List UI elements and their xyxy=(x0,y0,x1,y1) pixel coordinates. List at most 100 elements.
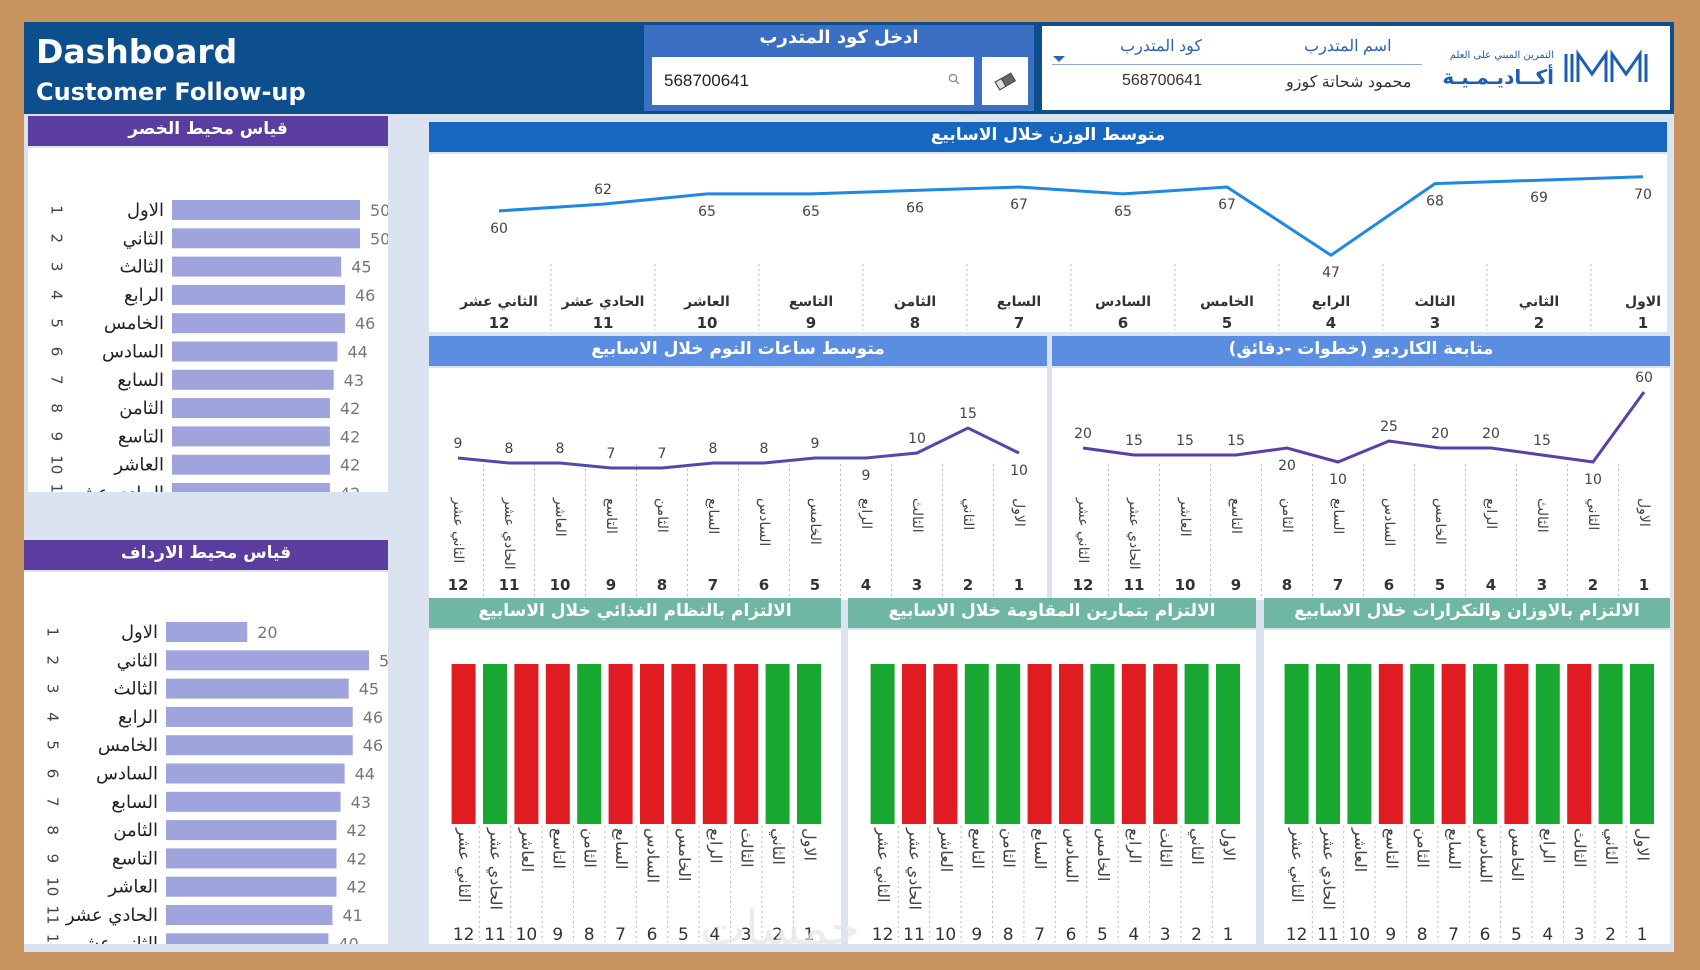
bar xyxy=(166,905,333,925)
compliance-bar xyxy=(608,664,633,824)
category-number: 1 xyxy=(1637,925,1648,944)
compliance-bar xyxy=(902,664,926,824)
compliance-bar xyxy=(1441,664,1466,824)
bar xyxy=(172,256,342,277)
category-number: 7 xyxy=(1333,576,1343,594)
category-label: الثامن xyxy=(1413,828,1433,868)
row-number-label: 5 xyxy=(44,740,62,750)
bar xyxy=(172,284,345,305)
category-number: 12 xyxy=(1286,925,1308,944)
data-label: 60 xyxy=(1635,370,1653,386)
trainee-code-input[interactable] xyxy=(652,57,934,105)
category-label: الحادي عشر xyxy=(501,497,517,570)
compliance-bar xyxy=(1630,664,1654,824)
category-number: 8 xyxy=(1417,925,1428,944)
category-number: 6 xyxy=(1066,925,1077,944)
category-number: 6 xyxy=(1384,576,1394,594)
category-label: الثاني xyxy=(768,828,788,865)
compliance-bar xyxy=(671,664,696,824)
category-label: السابع xyxy=(1444,828,1464,869)
header-bar: Dashboard Customer Follow-up ادخل كود ال… xyxy=(24,22,1674,114)
row-week-label: الرابع xyxy=(124,285,164,306)
trainee-code-value: 568700641 xyxy=(1122,72,1203,89)
hips-bar-chart: 1 الاول 20 2 الثاني 50 3 الثالث 45 4 الرابع 46 5 الخا… xyxy=(44,622,399,954)
compliance-bar xyxy=(1410,664,1435,824)
hips-panel: 1 الاول 20 2 الثاني 50 3 الثالث 45 4 الرابع 46 5 الخا… xyxy=(24,572,399,954)
category-label: الخامس xyxy=(1432,498,1448,545)
category-number: 6 xyxy=(1480,925,1491,944)
category-label: الاول xyxy=(1633,828,1653,861)
category-label: الرابع xyxy=(1538,828,1558,864)
dropdown-chevron-icon[interactable] xyxy=(1052,54,1066,64)
bar-value-label: 45 xyxy=(351,258,371,277)
dashboard-frame: Dashboard Customer Follow-up ادخل كود ال… xyxy=(24,22,1674,954)
category-number: 10 xyxy=(550,576,571,594)
compliance-bar xyxy=(1378,664,1403,824)
row-week-label: الحادي عشر xyxy=(65,905,158,926)
category-number: 5 xyxy=(1435,576,1445,594)
bar-value-label: 42 xyxy=(340,484,360,492)
category-number: 2 xyxy=(1534,314,1544,332)
compliance-bar xyxy=(933,664,958,824)
category-label: الثاني عشر xyxy=(450,497,466,563)
category-number: 10 xyxy=(516,925,538,944)
compliance-bar xyxy=(577,664,602,824)
category-label: الثامن xyxy=(894,294,936,310)
category-label: العاشر xyxy=(1350,827,1370,872)
category-number: 11 xyxy=(593,314,614,332)
category-label: الخامس xyxy=(1200,294,1254,310)
data-label: 62 xyxy=(594,182,612,198)
category-label: الثالث xyxy=(909,498,925,533)
category-label: الرابع xyxy=(858,498,874,529)
category-number: 4 xyxy=(1486,576,1496,594)
compliance-weights-panel: الاول 1 الثاني 2 الثالث 3 الرابع 4 الخامس 5 السادس… xyxy=(1264,630,1670,945)
row-week-label: الرابع xyxy=(118,707,158,728)
clear-button[interactable] xyxy=(982,57,1028,105)
row-number-label: 2 xyxy=(48,234,66,244)
category-label: التاسع xyxy=(789,294,833,310)
sleep-panel-title: متوسط ساعات النوم خلال الاسابيع xyxy=(429,336,1047,366)
category-label: التاسع xyxy=(1381,828,1401,869)
category-number: 12 xyxy=(1073,576,1094,594)
category-number: 12 xyxy=(448,576,469,594)
bar xyxy=(172,483,330,503)
category-label: الثالث xyxy=(1157,828,1176,868)
search-icon[interactable] xyxy=(948,73,960,85)
category-label: الثالث xyxy=(738,828,757,868)
data-label: 60 xyxy=(490,221,508,237)
category-label: السابع xyxy=(1330,498,1346,534)
data-label: 15 xyxy=(1227,433,1245,449)
bar xyxy=(172,369,334,390)
bar xyxy=(172,228,360,249)
category-label: العاشر xyxy=(936,827,956,872)
category-number: 6 xyxy=(647,925,658,944)
compliance-bar xyxy=(1059,664,1083,824)
category-label: الثاني عشر xyxy=(454,827,474,903)
logo-mark-icon: التمرين المبني على العلم أكــاديـمـيـة xyxy=(1442,49,1648,89)
category-label: التاسع xyxy=(967,828,987,869)
category-label: السادس xyxy=(756,498,772,546)
category-number: 8 xyxy=(910,314,920,332)
compliance-bar xyxy=(1090,664,1115,824)
category-number: 12 xyxy=(453,925,475,944)
compliance-bar xyxy=(545,664,570,824)
category-number: 3 xyxy=(1430,314,1440,332)
data-label: 10 xyxy=(908,431,926,447)
data-label: 65 xyxy=(802,204,820,220)
category-number: 4 xyxy=(709,925,720,944)
compliance-bar xyxy=(734,664,759,824)
compliance-bar xyxy=(1184,664,1209,824)
category-number: 8 xyxy=(584,925,595,944)
dashboard-title: Dashboard xyxy=(36,32,238,71)
sleep-panel: 10 15 10 9 9 8 8 7 7 8 8 9 الاول 1 الثاني 2 الثالث 3 الراب… xyxy=(429,368,1047,600)
bar-value-label: 44 xyxy=(347,343,367,362)
waist-bar-chart: 1 الاول 50 2 الثاني 50 3 الثالث 45 4 الرابع 46 5 الخا… xyxy=(48,200,390,532)
bar xyxy=(172,426,330,447)
row-number-label: 4 xyxy=(44,712,62,722)
row-week-label: الخامس xyxy=(104,313,164,334)
data-label: 15 xyxy=(959,406,977,422)
bar xyxy=(166,735,353,756)
category-label: الثاني xyxy=(1187,828,1207,865)
row-week-label: الاول xyxy=(121,622,158,643)
category-label: الثامن xyxy=(999,828,1019,868)
